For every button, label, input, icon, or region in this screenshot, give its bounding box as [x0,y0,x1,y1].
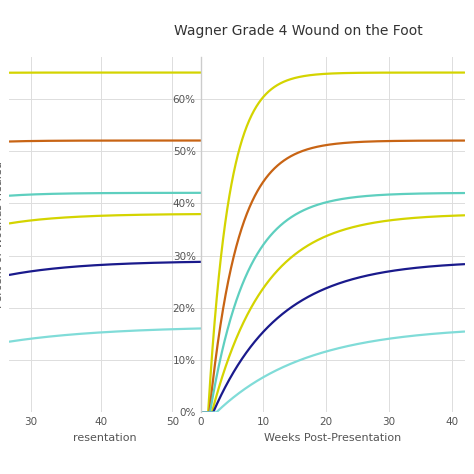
X-axis label: resentation: resentation [73,433,137,443]
Y-axis label: Percent of Wounds Healed: Percent of Wounds Healed [0,161,4,308]
X-axis label: Weeks Post-Presentation: Weeks Post-Presentation [264,433,401,443]
Text: Wagner Grade 4 Wound on the Foot: Wagner Grade 4 Wound on the Foot [174,24,423,38]
